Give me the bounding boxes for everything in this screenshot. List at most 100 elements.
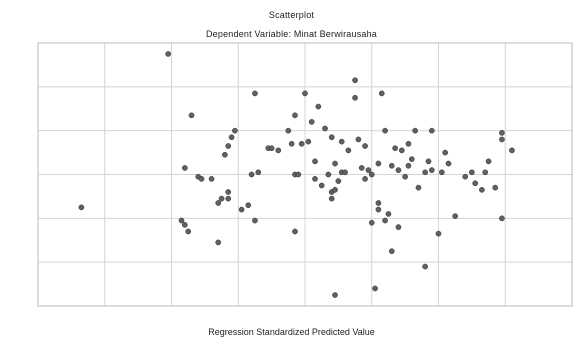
scatter-point: [485, 158, 492, 165]
scatter-point: [185, 228, 192, 235]
scatter-point: [398, 147, 405, 154]
scatter-point: [268, 145, 275, 152]
scatter-point: [232, 127, 238, 134]
scatter-point: [215, 239, 222, 246]
scatter-point: [292, 228, 298, 235]
scatter-point: [388, 162, 395, 169]
scatter-point: [225, 189, 232, 195]
scatter-point: [442, 149, 449, 156]
scatter-point: [322, 125, 328, 132]
scatter-point: [305, 138, 312, 145]
scatter-point: [218, 195, 225, 202]
scatter-point: [345, 147, 352, 154]
scatter-point: [252, 217, 258, 224]
scatter-point: [355, 136, 362, 143]
x-axis-label: Regression Standardized Predicted Value: [208, 327, 375, 337]
scatter-point: [308, 119, 315, 125]
scatter-point: [182, 165, 188, 171]
scatter-point: [408, 156, 415, 163]
scatter-point: [402, 173, 408, 180]
scatter-point: [395, 224, 402, 230]
scatter-point: [375, 200, 382, 206]
scatter-point: [415, 184, 422, 191]
scatter-point: [405, 162, 412, 169]
plot-frame: [37, 42, 573, 307]
scatter-point: [338, 138, 345, 145]
scatter-point: [472, 180, 479, 187]
scatter-point: [225, 143, 232, 149]
scatter-point: [252, 90, 258, 97]
scatter-point: [182, 222, 188, 228]
scatter-point: [332, 186, 338, 193]
scatter-point: [445, 160, 452, 167]
scatter-point: [245, 202, 252, 209]
scatter-point: [435, 230, 442, 237]
scatter-point: [312, 158, 318, 165]
scatter-point: [428, 167, 435, 173]
scatter-point: [335, 178, 342, 184]
scatter-point: [392, 145, 398, 152]
scatter-point: [198, 176, 205, 182]
scatter-point: [358, 165, 365, 171]
scatter-point: [388, 248, 395, 255]
scatter-point: [425, 158, 432, 165]
scatter-point: [352, 77, 358, 84]
scatter-point: [385, 211, 392, 217]
scatter-point: [492, 184, 499, 191]
scatter-point: [395, 167, 402, 173]
scatter-point: [382, 127, 388, 134]
scatter-point: [382, 217, 388, 224]
scatter-point: [178, 217, 185, 224]
scatter-point: [438, 169, 445, 176]
scatter-point: [78, 204, 85, 211]
scatter-point: [352, 94, 358, 101]
scatter-point: [462, 173, 469, 180]
grid-layer: [38, 43, 572, 306]
scatter-point: [302, 90, 308, 97]
scatter-point: [222, 151, 228, 158]
scatter-point: [332, 292, 338, 298]
scatter-point: [372, 285, 378, 292]
scatter-point: [375, 206, 382, 213]
scatter-point: [292, 112, 298, 119]
scatter-point: [248, 171, 255, 178]
scatter-point: [378, 90, 385, 97]
scatter-point: [228, 134, 235, 141]
scatter-point: [225, 195, 232, 202]
scatter-point: [165, 51, 172, 57]
scatter-point: [405, 140, 412, 147]
scatter-point: [328, 134, 335, 141]
scatter-point: [208, 176, 215, 182]
chart-title: Scatterplot: [268, 10, 315, 20]
scatter-point: [315, 103, 322, 110]
scatter-point: [188, 112, 195, 119]
scatter-point: [328, 195, 335, 202]
scatter-point: [452, 213, 459, 219]
scatter-point: [318, 182, 325, 189]
scatter-point: [255, 169, 262, 176]
scatter-point: [368, 219, 375, 226]
scatter-point: [298, 140, 305, 147]
scatter-point: [362, 143, 368, 149]
scatter-point: [275, 147, 282, 154]
scatter-point: [325, 171, 332, 178]
scatter-point: [342, 169, 348, 176]
scatter-point: [332, 160, 338, 167]
scatter-point: [482, 169, 489, 176]
scatter-point: [422, 263, 428, 270]
scatter-point: [469, 169, 475, 176]
scatter-point: [312, 176, 318, 182]
scatter-point: [422, 169, 428, 176]
scatter-point: [375, 160, 382, 167]
scatter-point: [428, 127, 435, 134]
scatter-point: [368, 171, 375, 178]
scatter-point: [362, 176, 368, 182]
scatter-point: [412, 127, 418, 134]
scatter-point: [479, 186, 485, 193]
scatter-point: [295, 171, 302, 178]
scatter-point: [215, 200, 222, 206]
scatter-point: [509, 147, 515, 154]
scatter-point: [499, 130, 505, 136]
